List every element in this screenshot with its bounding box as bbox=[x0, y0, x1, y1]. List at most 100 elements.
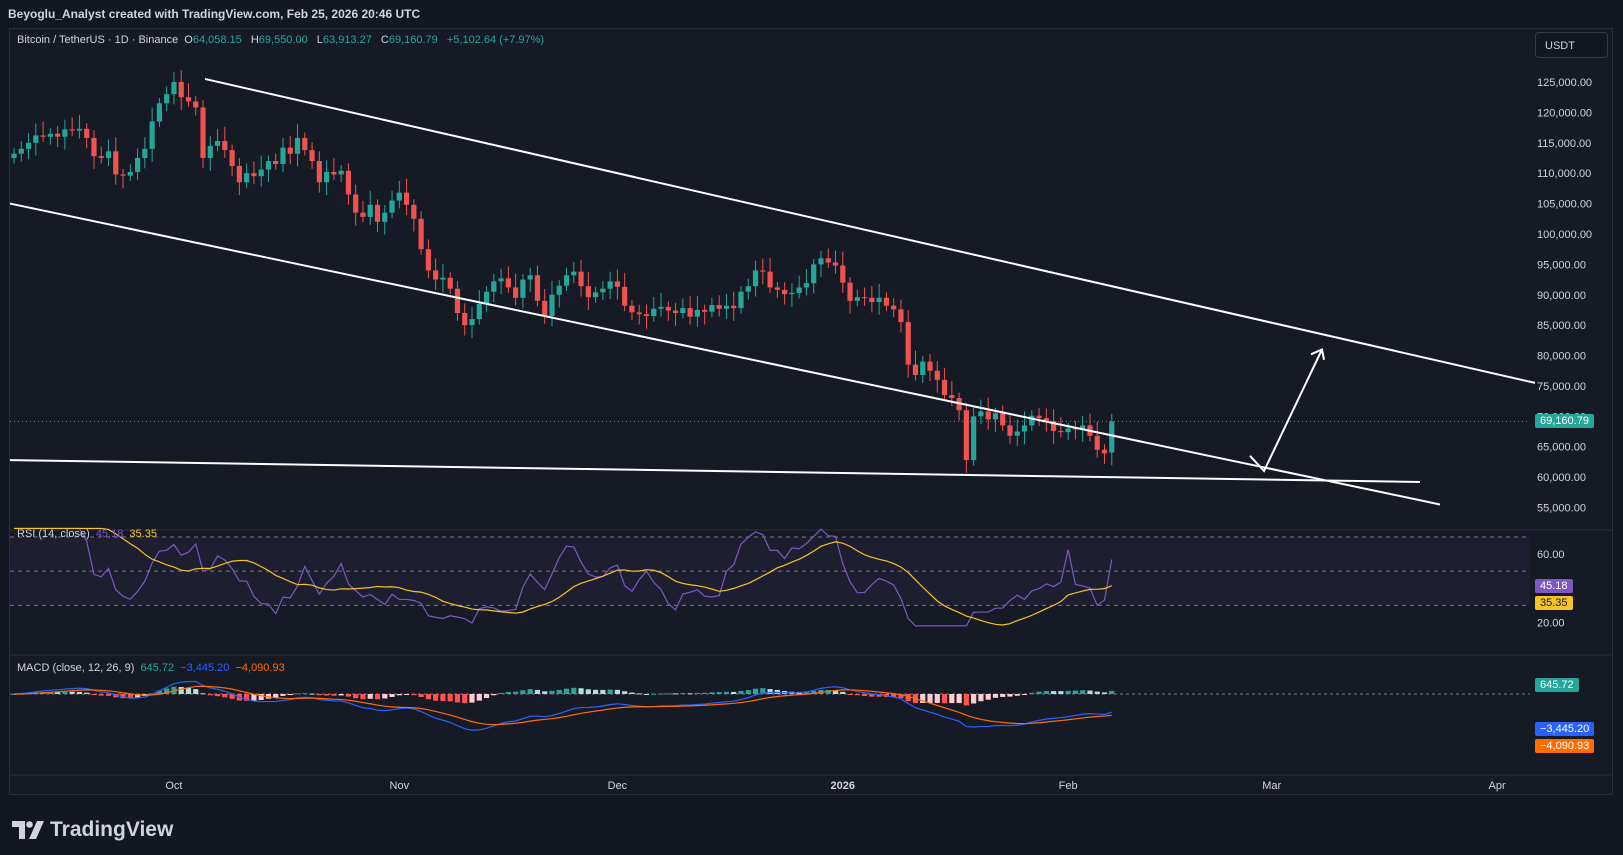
candle-body bbox=[134, 157, 141, 172]
macd-histogram-bar bbox=[127, 694, 133, 699]
candle-body bbox=[483, 291, 490, 304]
macd-histogram-bar bbox=[513, 691, 519, 694]
candle-body bbox=[716, 305, 722, 309]
candle-body bbox=[723, 305, 730, 309]
macd-histogram-bar bbox=[723, 691, 730, 694]
macd-histogram-bar bbox=[374, 694, 381, 700]
macd-histogram-bar bbox=[534, 689, 541, 694]
candle-body bbox=[1014, 431, 1020, 436]
attribution-bar: Beyoglu_Analyst created with TradingView… bbox=[0, 0, 1623, 28]
candle-body bbox=[1058, 430, 1064, 433]
candle-body bbox=[236, 165, 242, 183]
candle-body bbox=[287, 147, 293, 154]
macd-histogram-bar bbox=[1109, 690, 1115, 694]
macd-histogram-bar bbox=[811, 690, 817, 694]
chart-frame[interactable] bbox=[9, 28, 1613, 795]
candle-body bbox=[665, 306, 671, 311]
candle-body bbox=[214, 140, 221, 146]
price-tick-label: 55,000.00 bbox=[1537, 503, 1586, 515]
rsi-tick-label: 60.00 bbox=[1537, 549, 1565, 561]
macd-histogram-bar bbox=[949, 694, 955, 704]
rsi-tick-label: 20.00 bbox=[1537, 617, 1565, 629]
candle-body bbox=[265, 161, 272, 170]
macd-histogram-bar bbox=[440, 694, 446, 702]
macd-histogram-bar bbox=[178, 687, 184, 694]
macd-histogram-bar bbox=[731, 691, 737, 694]
candle-body bbox=[244, 173, 250, 183]
candle-body bbox=[891, 305, 897, 310]
price-tick-label: 65,000.00 bbox=[1537, 442, 1586, 454]
macd-histogram-bar bbox=[164, 688, 170, 694]
candle-body bbox=[156, 103, 162, 122]
macd-histogram-bar bbox=[207, 694, 213, 696]
projection-arrow bbox=[1249, 349, 1323, 473]
rsi-ma-value: 35.35 bbox=[129, 528, 157, 540]
candle-body bbox=[469, 319, 475, 326]
candle-body bbox=[18, 148, 24, 154]
price-tick-label: 100,000.00 bbox=[1537, 229, 1592, 241]
tradingview-logo-icon bbox=[12, 821, 44, 839]
candle-body bbox=[694, 309, 700, 317]
macd-histogram-bar bbox=[702, 692, 708, 694]
macd-histogram-bar bbox=[1007, 694, 1013, 697]
macd-histogram bbox=[11, 686, 1115, 706]
candle-body bbox=[556, 285, 562, 295]
macd-histogram-bar bbox=[11, 694, 17, 695]
macd-histogram-bar bbox=[578, 688, 584, 694]
candle-body bbox=[614, 281, 621, 287]
macd-histogram-bar bbox=[120, 694, 126, 699]
candle-body bbox=[1072, 428, 1079, 430]
candle-body bbox=[847, 282, 853, 301]
macd-histogram-bar bbox=[222, 694, 228, 698]
candle-body bbox=[840, 265, 846, 283]
candle-body bbox=[76, 128, 83, 131]
macd-histogram-bar bbox=[345, 694, 352, 697]
close-value: C69,160.79 bbox=[380, 34, 438, 46]
time-tick-label: Mar bbox=[1262, 780, 1281, 792]
macd-label: MACD (close, 12, 26, 9) bbox=[17, 662, 135, 674]
candle-body bbox=[774, 287, 780, 290]
macd-histogram-bar bbox=[920, 694, 926, 703]
macd-histogram-bar bbox=[636, 693, 642, 695]
macd-histogram-bar bbox=[694, 692, 700, 694]
macd-histogram-bar bbox=[1072, 690, 1079, 694]
candle-body bbox=[1080, 425, 1086, 430]
price-tick-label: 120,000.00 bbox=[1537, 107, 1592, 119]
price-tick-label: 105,000.00 bbox=[1537, 199, 1592, 211]
candle-body bbox=[324, 171, 330, 183]
macd-histogram-bar bbox=[316, 694, 322, 696]
candle-body bbox=[309, 150, 315, 162]
macd-histogram-bar bbox=[98, 694, 104, 696]
candle-body bbox=[687, 308, 693, 317]
macd-histogram-bar bbox=[91, 694, 97, 695]
candle-body bbox=[11, 153, 17, 158]
candle-body bbox=[643, 314, 650, 317]
macd-histogram-bar bbox=[665, 693, 671, 695]
macd-histogram-bar bbox=[62, 691, 68, 694]
macd-histogram-bar bbox=[360, 694, 366, 700]
macd-histogram-bar bbox=[752, 688, 759, 694]
macd-histogram-bar bbox=[709, 692, 715, 694]
macd-histogram-bar bbox=[854, 694, 860, 696]
macd-histogram-bar bbox=[876, 694, 882, 697]
macd-histogram-bar bbox=[476, 694, 482, 701]
candle-body bbox=[185, 97, 192, 102]
candle-body bbox=[47, 133, 53, 137]
time-tick-label: 2026 bbox=[831, 780, 855, 792]
time-tick-label: Nov bbox=[390, 780, 410, 792]
brand-footer[interactable]: TradingView bbox=[12, 815, 173, 845]
price-tick-label: 75,000.00 bbox=[1537, 381, 1586, 393]
macd-histogram-bar bbox=[571, 687, 577, 694]
projection-arrowhead bbox=[1310, 348, 1325, 360]
candle-body bbox=[549, 294, 555, 317]
candle-body bbox=[91, 137, 97, 157]
candle-body bbox=[702, 309, 708, 312]
time-tick-label: Dec bbox=[608, 780, 628, 792]
last-price-badge: 69,160.79 bbox=[1535, 414, 1594, 428]
macd-histogram-bar bbox=[1014, 694, 1020, 696]
macd-histogram-bar bbox=[840, 691, 846, 694]
macd-signal-line bbox=[13, 685, 1112, 726]
currency-button[interactable]: USDT bbox=[1535, 32, 1608, 58]
macd-histogram-bar bbox=[1029, 692, 1035, 694]
